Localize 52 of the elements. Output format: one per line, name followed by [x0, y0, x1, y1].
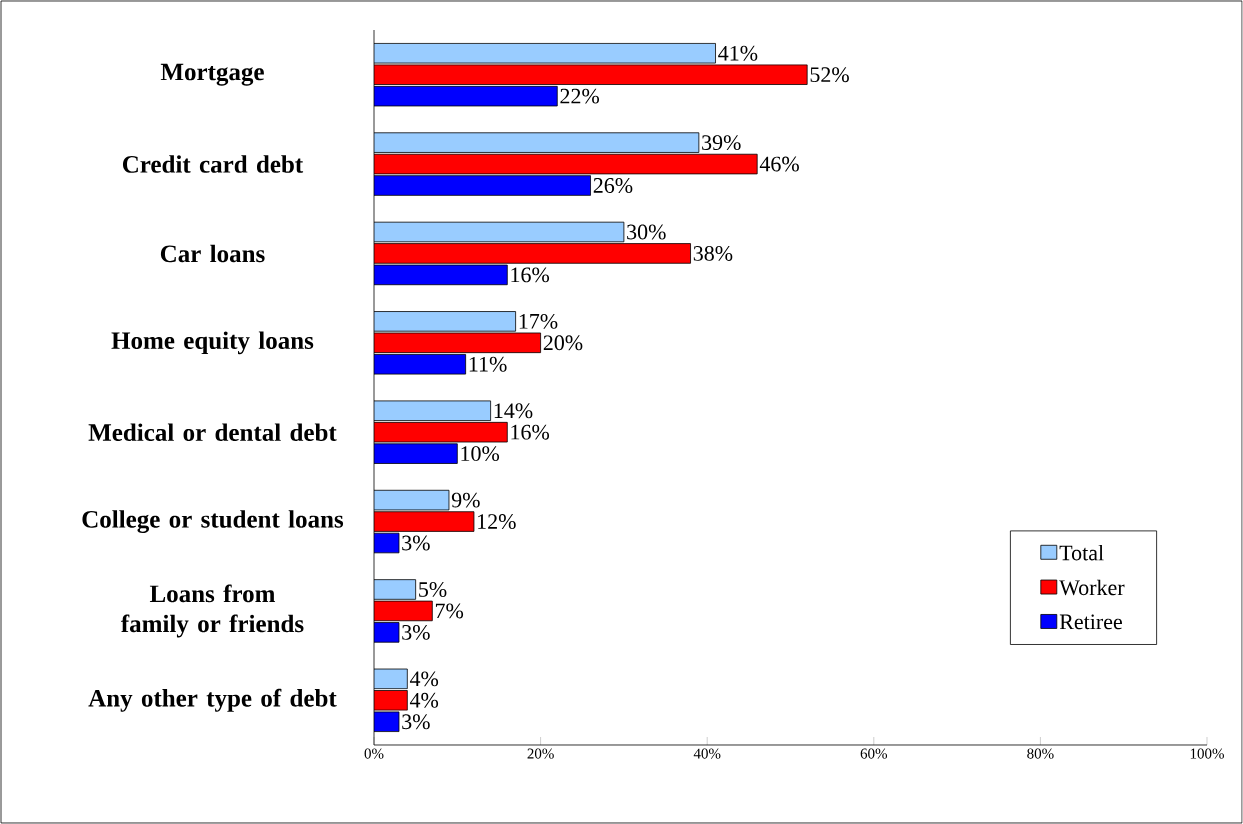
- data-label: 11%: [469, 356, 507, 372]
- x-tick-label: 80%: [1027, 748, 1054, 759]
- data-label: 3%: [402, 535, 430, 551]
- data-label: 41%: [718, 45, 758, 61]
- y-tick-label: Mortgage: [160, 63, 264, 86]
- y-tick-label: Loans from family or friends: [121, 584, 304, 638]
- bar: [374, 132, 700, 153]
- bar: [374, 354, 467, 375]
- y-tick-label: Credit card debt: [122, 155, 304, 173]
- data-label: 16%: [511, 267, 550, 283]
- x-tick-label: 40%: [693, 748, 721, 759]
- data-label: 5%: [419, 582, 447, 597]
- data-label: 20%: [543, 335, 583, 351]
- data-label: 38%: [693, 245, 733, 261]
- bar: [374, 443, 458, 464]
- data-label: 3%: [402, 624, 430, 640]
- data-label: 4%: [409, 692, 439, 708]
- x-tick-label: 20%: [527, 748, 554, 759]
- data-label: 7%: [435, 603, 464, 619]
- bar: [374, 43, 716, 64]
- data-label: 10%: [461, 446, 500, 462]
- y-tick-label: Car loans: [160, 244, 265, 263]
- data-label: 4%: [409, 671, 439, 687]
- y-tick-label: Medical or dental debt: [88, 423, 337, 441]
- data-label: 46%: [759, 156, 799, 172]
- x-tick-label: 0%: [364, 748, 384, 759]
- bar: [374, 311, 517, 332]
- legend-label: Total: [1059, 544, 1104, 561]
- x-tick-label: 100%: [1190, 748, 1224, 759]
- data-label: 52%: [810, 67, 849, 83]
- data-label: 9%: [451, 492, 480, 508]
- bar: [374, 264, 508, 286]
- data-label: 26%: [593, 178, 633, 193]
- bar: [374, 85, 558, 107]
- y-tick-label: Any other type of debt: [88, 688, 337, 712]
- bar: [374, 579, 417, 600]
- data-label: 16%: [511, 424, 550, 440]
- bar: [374, 175, 591, 196]
- legend-label: Retiree: [1059, 614, 1122, 630]
- y-tick-label: Home equity loans: [111, 331, 314, 355]
- bar: [374, 400, 492, 421]
- data-label: 12%: [478, 514, 516, 530]
- data-label: 17%: [519, 313, 558, 329]
- y-tick-label: College or student loans: [82, 510, 344, 533]
- legend-label: Worker: [1059, 579, 1125, 596]
- data-label: 22%: [560, 88, 600, 104]
- data-label: 30%: [627, 224, 666, 240]
- x-tick-label: 60%: [860, 748, 888, 759]
- data-label: 39%: [702, 135, 741, 151]
- bar: [374, 221, 625, 243]
- data-label: 3%: [402, 714, 430, 730]
- data-label: 14%: [494, 403, 533, 419]
